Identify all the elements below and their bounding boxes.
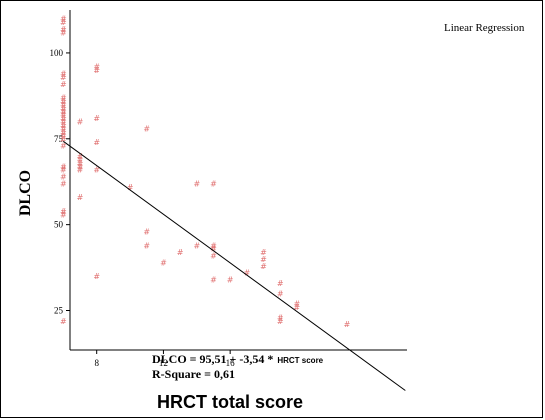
data-point: #	[227, 276, 234, 285]
y-tick-label: 100	[50, 48, 64, 58]
data-points: ########################################…	[60, 15, 351, 330]
data-point: #	[60, 173, 67, 182]
equation-text: DLCO = 95,51 + -3,54 *	[152, 352, 274, 366]
equation-variable: HRCT score	[277, 356, 324, 365]
data-point: #	[93, 66, 100, 75]
data-point: #	[143, 124, 150, 133]
data-point: #	[210, 245, 217, 254]
data-point: #	[277, 289, 284, 298]
data-point: #	[60, 15, 67, 24]
plot-axes	[69, 10, 407, 351]
y-tick-label: 25	[54, 306, 64, 316]
y-tick-label: 50	[54, 220, 64, 230]
data-point: #	[93, 166, 100, 175]
data-point: #	[277, 279, 284, 288]
data-point: #	[294, 303, 301, 312]
x-tick-label: 8	[94, 358, 99, 368]
data-point: #	[60, 97, 67, 106]
data-point: #	[60, 121, 67, 130]
data-point: #	[93, 138, 100, 147]
axis-ticks: 25 50 75 100 8 12 16	[50, 48, 236, 368]
x-tick-label: 16	[226, 358, 236, 368]
data-point: #	[143, 241, 150, 250]
data-point: #	[344, 320, 351, 329]
legend-label: Linear Regression	[444, 22, 525, 34]
data-point: #	[60, 94, 67, 103]
data-point: #	[60, 142, 67, 151]
data-point: #	[60, 100, 67, 109]
data-point: #	[160, 258, 167, 267]
data-point: #	[193, 179, 200, 188]
data-point: #	[77, 166, 84, 175]
data-point: #	[60, 73, 67, 82]
data-point: #	[77, 193, 84, 202]
data-point: #	[210, 276, 217, 285]
data-point: #	[277, 317, 284, 326]
data-point: #	[193, 241, 200, 250]
data-point: #	[60, 111, 67, 120]
data-point: #	[260, 255, 267, 264]
data-point: #	[60, 124, 67, 133]
data-point: #	[260, 262, 267, 271]
regression-line-group	[63, 140, 406, 391]
data-point: #	[277, 313, 284, 322]
data-point: #	[93, 272, 100, 281]
data-point: #	[77, 152, 84, 161]
data-point: #	[243, 269, 250, 278]
data-point: #	[93, 114, 100, 123]
r-square-text: R-Square = 0,61	[152, 367, 235, 381]
data-point: #	[60, 70, 67, 79]
data-point: #	[93, 63, 100, 72]
data-point: #	[60, 210, 67, 219]
data-point: #	[60, 179, 67, 188]
data-point: #	[60, 128, 67, 137]
data-point: #	[60, 131, 67, 140]
data-point: #	[143, 228, 150, 237]
data-point: #	[60, 114, 67, 123]
data-point: #	[127, 183, 134, 192]
x-tick-label: 12	[159, 358, 168, 368]
data-point: #	[77, 159, 84, 168]
data-point: #	[60, 118, 67, 127]
data-point: #	[60, 80, 67, 89]
data-point: #	[60, 166, 67, 175]
data-point: #	[60, 18, 67, 27]
data-point: #	[294, 300, 301, 309]
data-point: #	[177, 248, 184, 257]
data-point: #	[60, 135, 67, 144]
regression-equation: DLCO = 95,51 + -3,54 * HRCT score	[152, 352, 323, 367]
x-axis-label: HRCT total score	[156, 392, 304, 412]
data-point: #	[77, 118, 84, 127]
data-point: #	[77, 155, 84, 164]
data-point: #	[210, 179, 217, 188]
data-point: #	[60, 104, 67, 113]
y-axis-label: DLCO	[17, 169, 34, 217]
data-point: #	[77, 162, 84, 171]
data-point: #	[60, 107, 67, 116]
data-point: #	[60, 28, 67, 37]
y-tick-label: 75	[54, 134, 64, 144]
data-point: #	[260, 248, 267, 257]
data-point: #	[60, 25, 67, 34]
data-point: #	[60, 207, 67, 216]
data-point: #	[210, 252, 217, 261]
data-point: #	[60, 162, 67, 171]
data-point: #	[60, 317, 67, 326]
data-point: #	[210, 241, 217, 250]
regression-line	[63, 140, 406, 391]
